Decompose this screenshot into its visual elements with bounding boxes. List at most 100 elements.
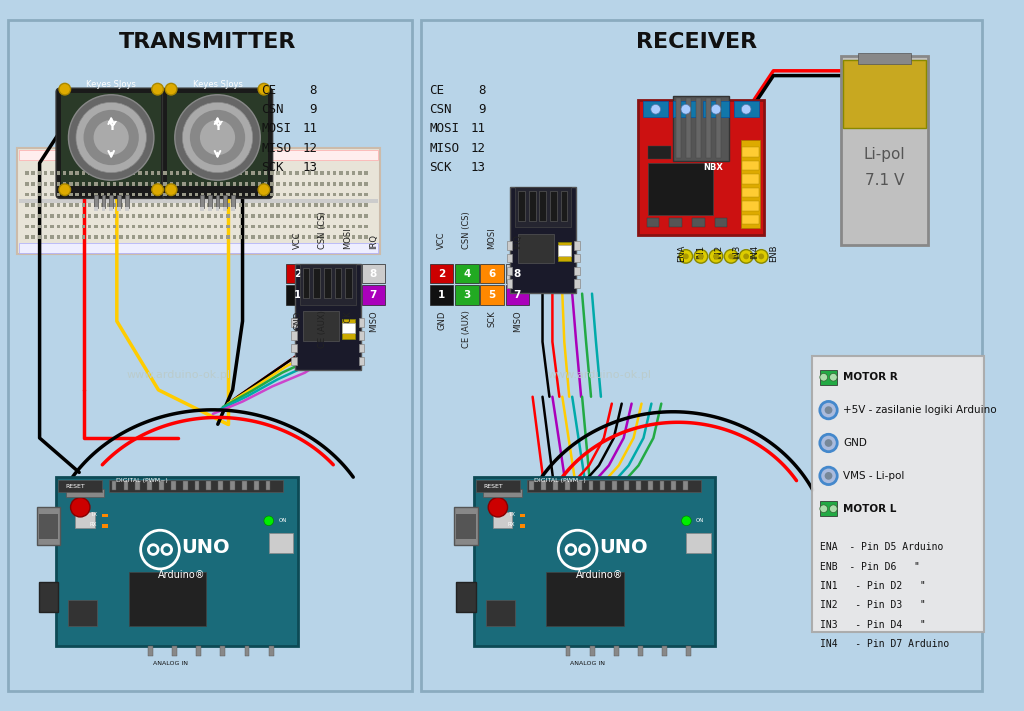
Bar — [135, 481, 140, 491]
Bar — [659, 481, 665, 491]
Bar — [270, 203, 273, 207]
Bar — [170, 182, 173, 186]
Bar — [365, 203, 368, 207]
Bar — [276, 171, 280, 175]
Bar — [101, 195, 105, 208]
Bar — [100, 203, 103, 207]
Bar — [258, 214, 261, 218]
Bar — [44, 171, 47, 175]
Bar — [120, 225, 123, 228]
Bar — [245, 225, 249, 228]
Bar — [300, 264, 355, 304]
Bar — [696, 98, 700, 158]
Bar — [430, 285, 454, 305]
Bar — [208, 171, 211, 175]
Text: IN3   - Pin D4   ": IN3 - Pin D4 " — [820, 620, 926, 630]
Bar — [339, 203, 343, 207]
Text: Li-pol: Li-pol — [864, 146, 905, 162]
Bar — [129, 572, 206, 626]
Bar — [352, 203, 355, 207]
Bar — [39, 582, 58, 612]
Text: IN4   - Pin D7 Arduino: IN4 - Pin D7 Arduino — [820, 639, 949, 649]
Bar — [113, 193, 117, 196]
Bar — [100, 235, 103, 239]
Bar — [276, 193, 280, 196]
Bar — [100, 171, 103, 175]
Bar — [176, 171, 179, 175]
Bar — [314, 214, 317, 218]
Bar — [327, 235, 330, 239]
Text: 7.1 V: 7.1 V — [865, 173, 904, 188]
Bar — [812, 356, 984, 631]
Bar — [220, 214, 223, 218]
Bar — [188, 225, 191, 228]
Bar — [223, 207, 227, 211]
Ellipse shape — [93, 120, 129, 155]
Text: VCC: VCC — [437, 231, 446, 249]
Bar — [164, 182, 167, 186]
Bar — [56, 171, 60, 175]
Bar — [265, 481, 270, 491]
Bar — [231, 195, 234, 208]
Bar — [321, 182, 324, 186]
Bar — [94, 214, 97, 218]
Bar — [291, 319, 297, 327]
Bar — [124, 481, 128, 491]
Bar — [50, 214, 53, 218]
Bar — [270, 225, 273, 228]
Bar — [88, 235, 91, 239]
Bar — [120, 235, 123, 239]
Bar — [327, 182, 330, 186]
Bar — [106, 182, 111, 186]
Bar — [120, 214, 123, 218]
Text: ENA  - Pin D5 Arduino: ENA - Pin D5 Arduino — [820, 542, 943, 552]
Bar — [50, 225, 53, 228]
Text: 8: 8 — [514, 269, 521, 279]
Ellipse shape — [694, 250, 708, 263]
Bar — [540, 191, 546, 221]
Bar — [132, 235, 135, 239]
Bar — [333, 203, 337, 207]
Bar — [314, 171, 317, 175]
Bar — [841, 56, 928, 245]
Bar — [365, 235, 368, 239]
Bar — [226, 235, 229, 239]
Bar — [270, 214, 273, 218]
Bar — [333, 235, 337, 239]
Bar — [226, 214, 229, 218]
Bar — [232, 235, 236, 239]
Bar — [44, 225, 47, 228]
Bar — [56, 214, 60, 218]
Bar — [132, 182, 135, 186]
Bar — [672, 481, 676, 491]
Bar — [245, 235, 249, 239]
Bar — [683, 481, 688, 491]
Bar — [337, 285, 359, 305]
Bar — [197, 646, 201, 656]
Text: IN3: IN3 — [732, 245, 741, 259]
Text: 12: 12 — [302, 141, 317, 154]
Ellipse shape — [71, 498, 90, 517]
Bar — [88, 193, 91, 196]
Bar — [126, 214, 129, 218]
Text: CE (AUX): CE (AUX) — [318, 311, 328, 348]
Bar — [239, 225, 243, 228]
Ellipse shape — [824, 406, 833, 414]
Bar — [132, 193, 135, 196]
Bar — [270, 235, 273, 239]
Text: IN1: IN1 — [695, 245, 705, 259]
Bar — [220, 182, 223, 186]
Bar — [82, 182, 85, 186]
Bar — [264, 182, 267, 186]
Bar — [506, 264, 528, 284]
Text: 9: 9 — [478, 103, 485, 116]
Bar — [308, 225, 311, 228]
Bar — [600, 481, 605, 491]
Bar — [120, 182, 123, 186]
Bar — [258, 182, 261, 186]
Bar — [302, 225, 305, 228]
Bar — [151, 182, 155, 186]
Text: ON: ON — [279, 518, 287, 523]
Bar — [62, 193, 67, 196]
Bar — [455, 507, 477, 545]
